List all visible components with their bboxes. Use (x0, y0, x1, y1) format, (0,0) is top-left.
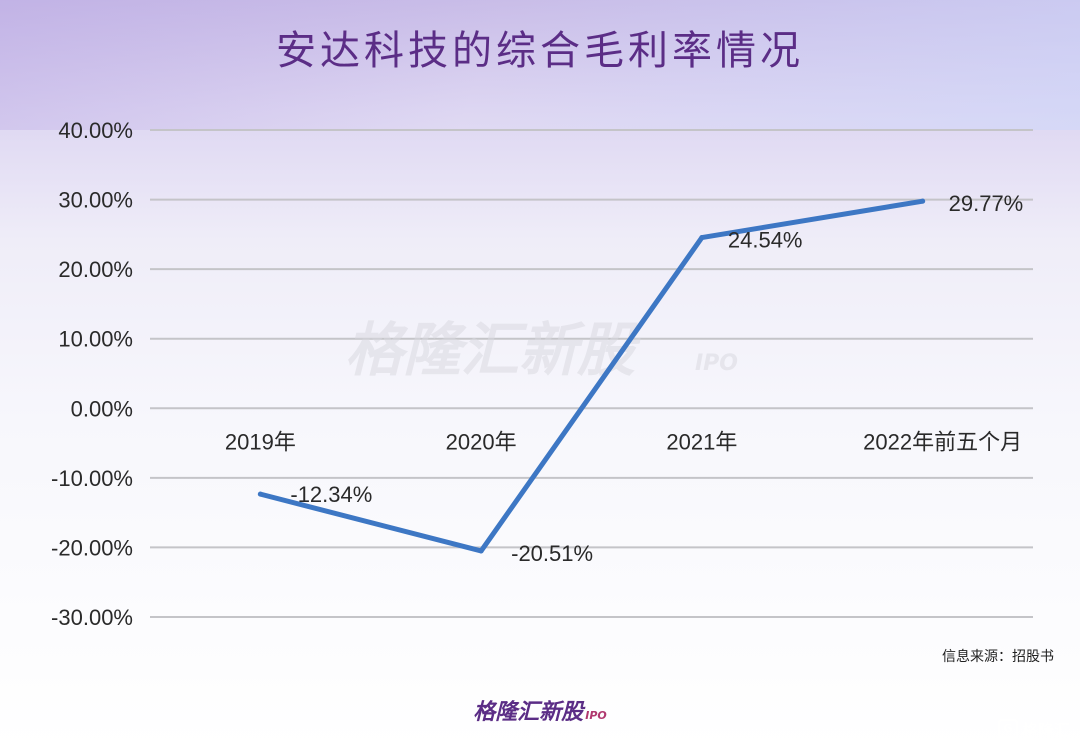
data-label: -12.34% (290, 482, 372, 507)
data-label: -20.51% (511, 541, 593, 566)
x-tick-label: 2022年前五个月 (863, 429, 1022, 454)
x-tick-label: 2020年 (446, 429, 517, 454)
watermark: 格隆汇新股 IPO (345, 316, 738, 384)
footer-logo-text: 格隆汇新股 (473, 700, 584, 725)
y-tick-label: 30.00% (58, 188, 133, 213)
corner-badge-text: 格隆汇 (1021, 721, 1070, 740)
source-note: 信息来源：招股书 (942, 649, 1054, 665)
y-tick-label: 0.00% (71, 396, 133, 421)
data-label: 24.54% (728, 228, 803, 253)
y-tick-label: 40.00% (58, 118, 133, 143)
x-tick-label: 2019年 (225, 429, 296, 454)
series-line (257, 198, 926, 554)
footer-logo-sub: IPO (585, 709, 607, 722)
data-label: 29.77% (949, 191, 1024, 216)
y-tick-label: 10.00% (58, 327, 133, 352)
data-point (699, 235, 705, 241)
data-point (478, 548, 484, 554)
y-tick-label: -30.00% (51, 605, 133, 630)
header-background (0, 0, 1080, 130)
x-tick-label: 2021年 (666, 429, 737, 454)
grid-lines (150, 129, 1033, 618)
x-axis-ticks: 2019年 2020年 2021年 2022年前五个月 (225, 429, 1022, 454)
g-logo-icon: G (997, 719, 1018, 739)
y-tick-label: 20.00% (58, 257, 133, 282)
series-lines (257, 198, 926, 554)
chart-title: 安达科技的综合毛利率情况 (276, 28, 804, 74)
data-point (257, 491, 263, 497)
watermark-sub: IPO (695, 351, 738, 376)
data-point (920, 198, 926, 204)
y-tick-label: -20.00% (51, 535, 133, 560)
y-tick-label: -10.00% (51, 466, 133, 491)
footer-logo: 格隆汇新股 IPO (0, 694, 1080, 726)
watermark-text: 格隆汇新股 (345, 316, 641, 384)
y-axis-ticks: 40.00% 30.00% 20.00% 10.00% 0.00% -10.00% -20.… (51, 118, 133, 630)
corner-badge: G 格隆汇 (997, 717, 1070, 741)
data-labels: -12.34% -20.51% 24.54% 29.77% (290, 191, 1023, 566)
